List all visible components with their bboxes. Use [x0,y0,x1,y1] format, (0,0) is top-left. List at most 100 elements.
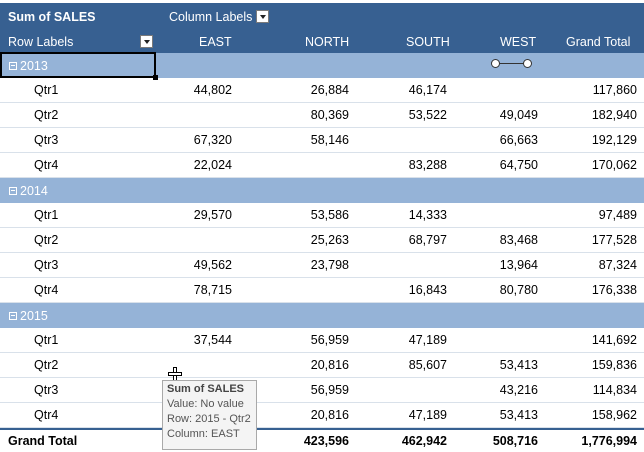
collapse-icon[interactable] [9,311,17,320]
value-south[interactable] [365,253,447,277]
value-grand-total[interactable]: 141,692 [591,333,637,347]
value-north[interactable]: 53,586 [310,208,349,222]
value-north[interactable]: 26,884 [310,83,349,97]
value-west[interactable] [458,328,538,352]
table-row[interactable]: Qtr3 49,562 23,798 13,964 87,324 [0,253,644,278]
row-label[interactable]: Qtr4 [34,158,59,172]
table-row[interactable]: Qtr1 29,570 53,586 14,333 97,489 [0,203,644,228]
value-south[interactable]: 47,189 [408,408,447,422]
table-row[interactable]: Qtr4 78,715 16,843 80,780 176,338 [0,278,644,303]
value-grand-total[interactable]: 117,860 [592,83,637,97]
row-label[interactable]: Qtr4 [34,408,59,422]
column-header-south[interactable]: SOUTH [406,34,450,49]
value-east[interactable]: 29,570 [193,208,232,222]
table-row[interactable]: Qtr1 37,544 56,959 47,189 141,692 [0,328,644,353]
value-west[interactable]: 53,413 [499,358,538,372]
value-north[interactable]: 25,263 [310,233,349,247]
year-row-2013[interactable]: 2013 [0,53,644,78]
column-labels-filter-button[interactable] [256,10,269,23]
value-west[interactable] [458,203,538,227]
value-north[interactable] [265,278,349,302]
value-north[interactable]: 56,959 [310,383,349,397]
column-header-west[interactable]: WEST [500,34,537,49]
value-north[interactable]: 20,816 [310,358,349,372]
row-label[interactable]: Qtr3 [34,133,59,147]
value-south[interactable] [365,128,447,152]
value-grand-total[interactable]: 158,962 [591,408,637,422]
value-south[interactable]: 16,843 [408,283,447,297]
grand-total-grand-total[interactable]: 1,776,994 [581,434,637,448]
value-west[interactable]: 13,964 [499,258,538,272]
value-south[interactable]: 47,189 [408,333,447,347]
value-west[interactable]: 80,780 [499,283,538,297]
table-row[interactable]: Qtr3 56,959 43,216 114,834 [0,378,644,403]
table-row[interactable]: Qtr2 80,369 53,522 49,049 182,940 [0,103,644,128]
grand-total-south[interactable]: 462,942 [401,434,447,448]
value-east[interactable]: 49,562 [193,258,232,272]
year-row-2015[interactable]: 2015 [0,303,644,328]
value-grand-total[interactable]: 97,489 [598,208,637,222]
value-north[interactable]: 80,369 [310,108,349,122]
value-grand-total[interactable]: 170,062 [591,158,637,172]
row-label[interactable]: Qtr2 [34,358,59,372]
table-row[interactable]: Qtr2 20,816 85,607 53,413 159,836 [0,353,644,378]
value-east[interactable]: 22,024 [193,158,232,172]
year-label-2015[interactable]: 2015 [9,303,48,328]
connector-handle-icon[interactable] [491,59,533,70]
collapse-icon[interactable] [9,61,17,70]
value-south[interactable]: 85,607 [408,358,447,372]
value-north[interactable]: 23,798 [310,258,349,272]
value-grand-total[interactable]: 176,338 [591,283,637,297]
table-row[interactable]: Qtr4 22,024 83,288 64,750 170,062 [0,153,644,178]
value-grand-total[interactable]: 159,836 [591,358,637,372]
value-west[interactable]: 53,413 [499,408,538,422]
value-east[interactable] [150,103,232,127]
value-south[interactable]: 53,522 [408,108,447,122]
value-west[interactable]: 43,216 [499,383,538,397]
column-header-east[interactable]: EAST [199,34,232,49]
table-row[interactable]: Qtr1 44,802 26,884 46,174 117,860 [0,78,644,103]
value-west[interactable]: 83,468 [499,233,538,247]
grand-total-row[interactable]: Grand Total 423,596 462,942 508,716 1,77… [0,428,644,452]
value-east[interactable]: 37,544 [193,333,232,347]
value-east[interactable]: 67,320 [193,133,232,147]
grand-total-label[interactable]: Grand Total [8,434,78,448]
value-south[interactable]: 68,797 [408,233,447,247]
value-grand-total[interactable]: 177,528 [591,233,637,247]
row-label[interactable]: Qtr4 [34,283,59,297]
value-north[interactable]: 58,146 [310,133,349,147]
year-label-2014[interactable]: 2014 [9,178,48,203]
row-label[interactable]: Qtr2 [34,108,59,122]
value-north[interactable] [265,153,349,177]
value-east[interactable] [150,353,232,377]
year-row-2014[interactable]: 2014 [0,178,644,203]
grand-total-north[interactable]: 423,596 [303,434,349,448]
row-label[interactable]: Qtr1 [34,333,59,347]
value-west[interactable]: 49,049 [499,108,538,122]
table-row[interactable]: Qtr4 20,816 47,189 53,413 158,962 [0,403,644,428]
value-grand-total[interactable]: 87,324 [598,258,637,272]
value-west[interactable]: 64,750 [499,158,538,172]
value-grand-total[interactable]: 114,834 [592,383,637,397]
value-north[interactable]: 56,959 [310,333,349,347]
value-east[interactable] [150,228,232,252]
value-west[interactable] [458,78,538,102]
value-grand-total[interactable]: 182,940 [591,108,637,122]
value-west[interactable]: 66,663 [499,133,538,147]
year-label-2013[interactable]: 2013 [9,53,48,78]
value-east[interactable]: 78,715 [193,283,232,297]
row-label[interactable]: Qtr1 [34,83,59,97]
row-label[interactable]: Qtr1 [34,208,59,222]
table-row[interactable]: Qtr2 25,263 68,797 83,468 177,528 [0,228,644,253]
row-label[interactable]: Qtr3 [34,258,59,272]
value-south[interactable]: 83,288 [408,158,447,172]
collapse-icon[interactable] [9,186,17,195]
column-header-grand-total[interactable]: Grand Total [566,34,631,49]
table-row[interactable]: Qtr3 67,320 58,146 66,663 192,129 [0,128,644,153]
value-south[interactable] [365,378,447,402]
value-south[interactable]: 46,174 [408,83,447,97]
value-grand-total[interactable]: 192,129 [591,133,637,147]
row-label[interactable]: Qtr2 [34,233,59,247]
grand-total-west[interactable]: 508,716 [492,434,538,448]
column-header-north[interactable]: NORTH [305,34,350,49]
